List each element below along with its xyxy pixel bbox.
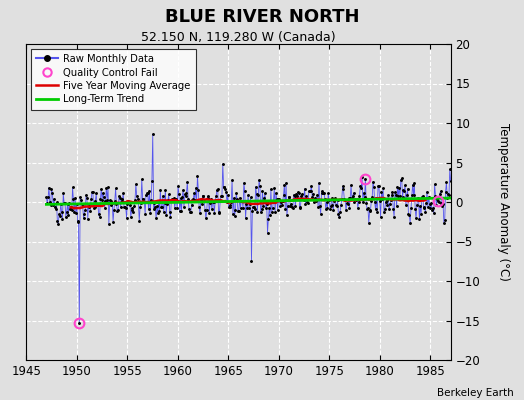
Legend: Raw Monthly Data, Quality Control Fail, Five Year Moving Average, Long-Term Tren: Raw Monthly Data, Quality Control Fail, … bbox=[31, 49, 195, 110]
Text: Berkeley Earth: Berkeley Earth bbox=[437, 388, 514, 398]
Text: BLUE RIVER NORTH: BLUE RIVER NORTH bbox=[165, 8, 359, 26]
Y-axis label: Temperature Anomaly (°C): Temperature Anomaly (°C) bbox=[497, 123, 510, 281]
Title: 52.150 N, 119.280 W (Canada): 52.150 N, 119.280 W (Canada) bbox=[141, 31, 336, 44]
